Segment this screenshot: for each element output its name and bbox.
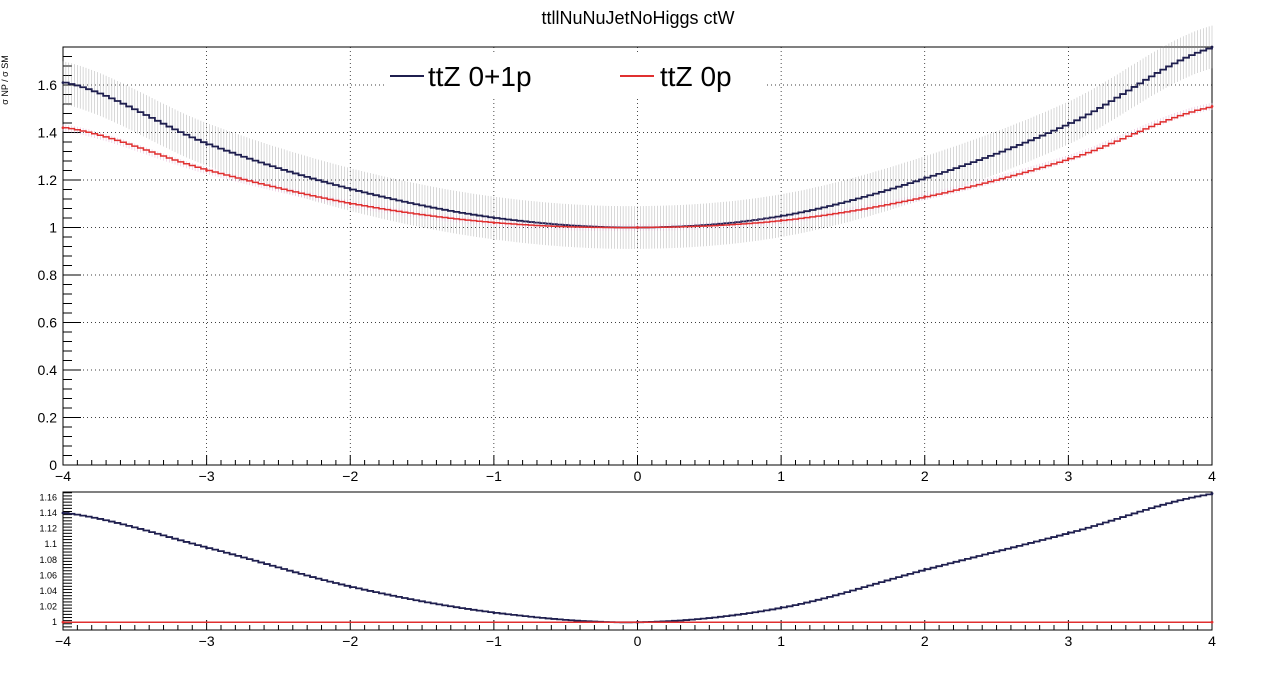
top-point-ttz-0p — [636, 226, 639, 229]
top-plot-frame — [62, 46, 1213, 466]
top-point-ttz-0p — [205, 169, 209, 172]
top-point-ttz-0p — [1066, 157, 1070, 161]
ratio-point-ttz-0p1p — [348, 585, 352, 589]
top-y-tick-label: 0.2 — [38, 410, 58, 426]
top-x-tick-label: 4 — [1208, 468, 1216, 484]
ratio-y-tick-label: 1.16 — [39, 492, 57, 502]
ratio-x-tick-label: 2 — [921, 633, 929, 649]
ratio-point-ttz-0p1p — [779, 605, 783, 609]
top-point-ttz-0p1p — [61, 81, 65, 85]
top-point-ttz-0p — [348, 202, 352, 206]
top-y-tick-label: 0.4 — [38, 362, 58, 378]
top-point-ttz-0p — [779, 218, 783, 222]
ratio-plot-frame — [62, 491, 1213, 631]
ratio-x-tick-label: 0 — [634, 633, 642, 649]
top-point-ttz-0p — [61, 126, 65, 130]
top-point-ttz-0p1p — [923, 176, 927, 180]
ratio-y-tick-label: 1.14 — [39, 508, 57, 518]
top-y-tick-label: 1.6 — [38, 77, 58, 93]
ratio-point-ttz-0p1p — [492, 611, 496, 615]
top-point-ttz-0p1p — [1210, 45, 1214, 49]
top-y-tick-label: 0.8 — [38, 267, 58, 283]
ratio-y-tick-label: 1 — [52, 617, 57, 627]
ratio-point-ttz-0p — [1210, 620, 1214, 624]
ratio-y-tick-label: 1.1 — [44, 539, 57, 549]
ratio-x-tick-label: 3 — [1064, 633, 1072, 649]
top-point-ttz-0p1p — [348, 188, 352, 191]
chart-title: ttllNuNuJetNoHiggs ctW — [541, 8, 734, 28]
ratio-point-ttz-0p1p — [1210, 492, 1214, 495]
ratio-x-tick-label: −2 — [342, 633, 358, 649]
ratio-point-ttz-0p1p — [1066, 531, 1070, 534]
legend-label-ttz-0p1p: ttZ 0+1p — [428, 61, 532, 92]
top-y-tick-label: 0 — [49, 457, 57, 473]
ratio-point-ttz-0p1p — [923, 567, 927, 571]
ratio-y-tick-label: 1.08 — [39, 555, 57, 565]
ratio-x-tick-label: 4 — [1208, 633, 1216, 649]
top-x-tick-label: 0 — [634, 468, 642, 484]
ratio-x-tick-label: −3 — [199, 633, 215, 649]
top-x-tick-label: 1 — [777, 468, 785, 484]
top-y-tick-label: 0.6 — [38, 315, 58, 331]
ratio-y-tick-label: 1.02 — [39, 602, 57, 612]
top-y-axis-label: σ NP / σ SM — [0, 55, 10, 104]
legend-box — [386, 55, 766, 97]
ratio-x-tick-label: 1 — [777, 633, 785, 649]
top-x-tick-label: 2 — [921, 468, 929, 484]
ratio-point-ttz-0p1p — [61, 511, 65, 515]
top-point-ttz-0p1p — [779, 214, 783, 218]
top-x-tick-label: −3 — [199, 468, 215, 484]
ratio-y-tick-label: 1.06 — [39, 570, 57, 580]
top-x-tick-label: 3 — [1064, 468, 1072, 484]
ratio-x-tick-label: −4 — [55, 633, 71, 649]
top-y-tick-label: 1.4 — [38, 125, 58, 141]
ratio-y-tick-label: 1.04 — [39, 586, 57, 596]
ratio-point-ttz-0p1p — [205, 546, 209, 550]
ratio-plot-panel: −4 −3 −2 −1 0 1 2 3 4 1 1.02 1.04 1.06 1.08 1.1 1.12 1.1… — [39, 491, 1216, 649]
legend-label-ttz-0p: ttZ 0p — [660, 61, 732, 92]
top-x-tick-label: −4 — [55, 468, 71, 484]
top-point-ttz-0p — [492, 221, 496, 225]
top-point-ttz-0p1p — [492, 216, 496, 220]
top-point-ttz-0p — [923, 195, 927, 199]
top-point-ttz-0p — [1210, 104, 1214, 108]
top-point-ttz-0p1p — [1066, 121, 1070, 125]
ratio-point-ttz-0p — [61, 620, 65, 624]
ratio-x-tick-label: −1 — [486, 633, 502, 649]
top-plot-panel: −4 −3 −2 −1 0 1 2 3 4 0 0.2 0.4 0.6 0.8 1 1.2 1.4 1.6 — [38, 25, 1216, 484]
top-y-tick-label: 1 — [49, 220, 57, 236]
top-x-tick-label: −2 — [342, 468, 358, 484]
legend: ttZ 0+1p ttZ 0p — [386, 55, 766, 97]
top-x-tick-label: −1 — [486, 468, 502, 484]
top-point-ttz-0p1p — [205, 142, 209, 146]
top-y-tick-label: 1.2 — [38, 172, 58, 188]
ratio-y-tick-label: 1.12 — [39, 524, 57, 534]
